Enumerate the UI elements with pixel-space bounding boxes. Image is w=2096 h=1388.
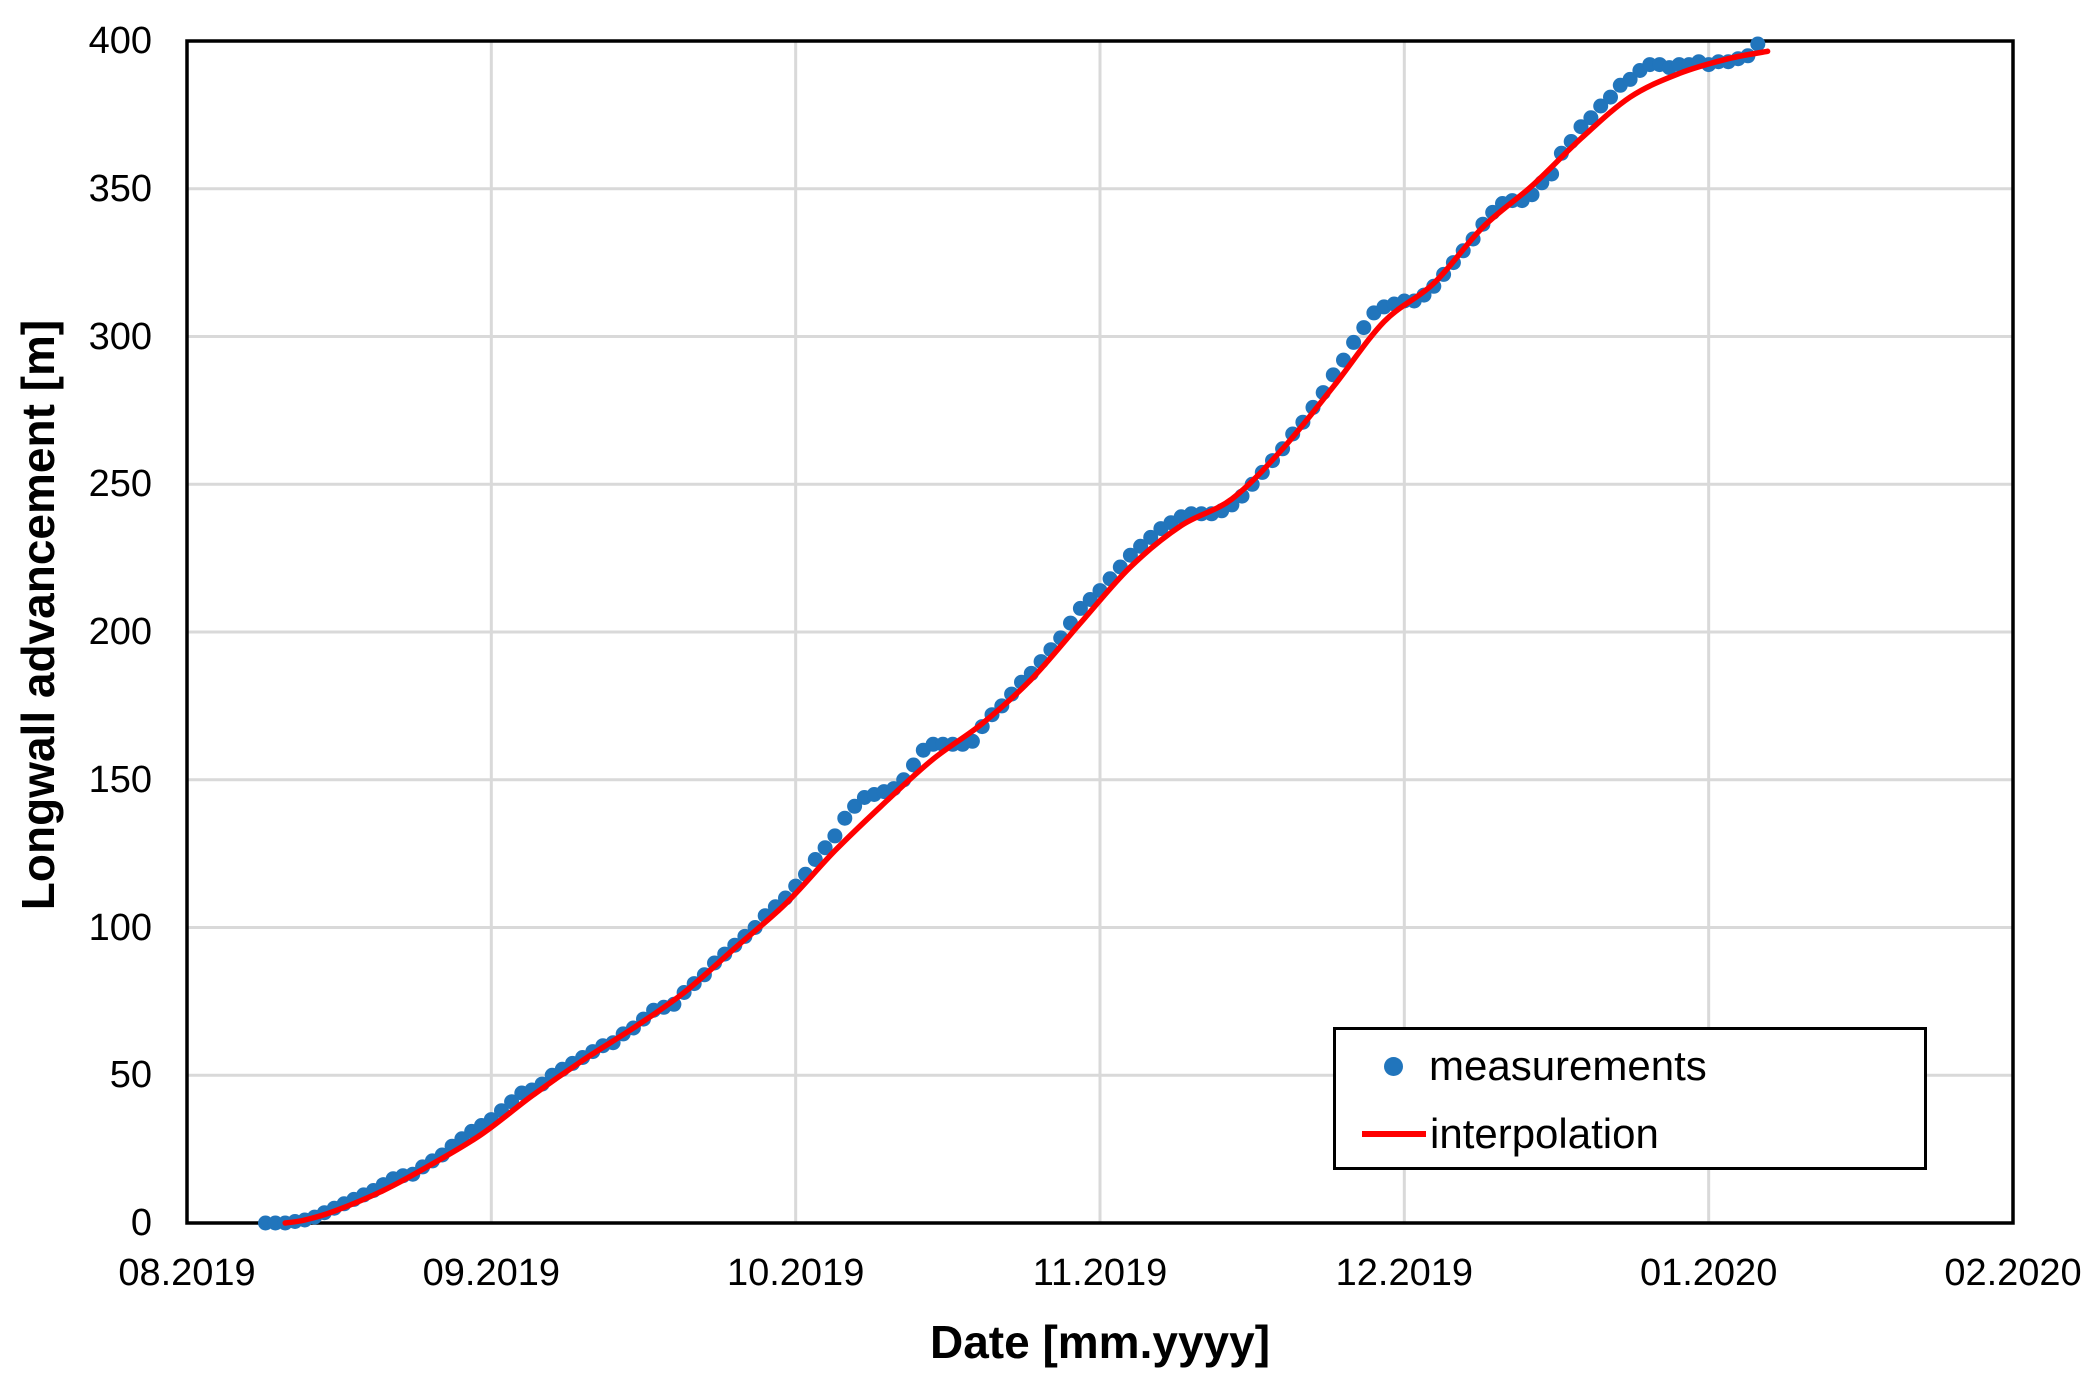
measurement-dot: [837, 810, 853, 826]
y-tick-label: 400: [88, 20, 152, 62]
legend: measurements interpolation: [1333, 1027, 1927, 1170]
y-tick-label: 100: [88, 906, 152, 949]
measurement-dot: [1622, 71, 1638, 87]
measurement-dot: [1346, 334, 1362, 350]
measurement-dot: [906, 757, 921, 773]
measurement-dot: [1583, 110, 1599, 126]
measurement-dot: [1356, 320, 1372, 336]
measurement-dot: [1603, 89, 1618, 105]
measurement-dot: [1750, 36, 1766, 52]
y-tick-label: 150: [88, 758, 152, 801]
y-tick-label: 350: [88, 167, 152, 210]
x-tick-label: 12.2019: [1335, 1252, 1474, 1294]
x-tick-label: 02.2020: [1944, 1252, 2082, 1294]
x-tick-label: 09.2019: [422, 1252, 561, 1294]
y-tick-label: 200: [88, 611, 152, 653]
y-tick-label: 250: [88, 463, 152, 506]
measurement-dot: [1072, 600, 1088, 616]
measurement-dot: [1573, 119, 1589, 135]
legend-label-measurements: measurements: [1429, 1042, 1707, 1089]
measurement-dot: [1143, 529, 1159, 545]
measurement-dot: [964, 733, 980, 749]
measurement-dot: [807, 852, 823, 867]
measurement-dot: [1133, 538, 1149, 554]
x-tick-label: 11.2019: [1032, 1252, 1168, 1294]
x-axis-title: Date [mm.yyyy]: [929, 1316, 1271, 1368]
measurement-dot: [1122, 547, 1138, 563]
interpolation-line-icon: [1362, 1131, 1426, 1137]
measurement-dot: [817, 840, 833, 856]
x-tick-label: 01.2020: [1639, 1252, 1778, 1294]
measurement-dot: [1593, 98, 1609, 114]
measurement-dot: [847, 798, 863, 814]
y-tick-label: 300: [88, 315, 152, 358]
legend-item-interpolation: interpolation: [1336, 1100, 1924, 1168]
legend-item-measurements: measurements: [1336, 1032, 1924, 1100]
plot-border: [185, 39, 2015, 1225]
legend-label-interpolation: interpolation: [1430, 1110, 1659, 1157]
x-tick-label: 10.2019: [726, 1252, 865, 1294]
measurement-dot: [827, 828, 843, 844]
x-tick-label: 08.2019: [118, 1252, 256, 1294]
y-tick-label: 0: [130, 1202, 152, 1244]
y-tick-label: 50: [109, 1054, 152, 1097]
measurements-dot-icon: [1384, 1056, 1403, 1076]
interpolation-line: [282, 48, 1771, 1226]
